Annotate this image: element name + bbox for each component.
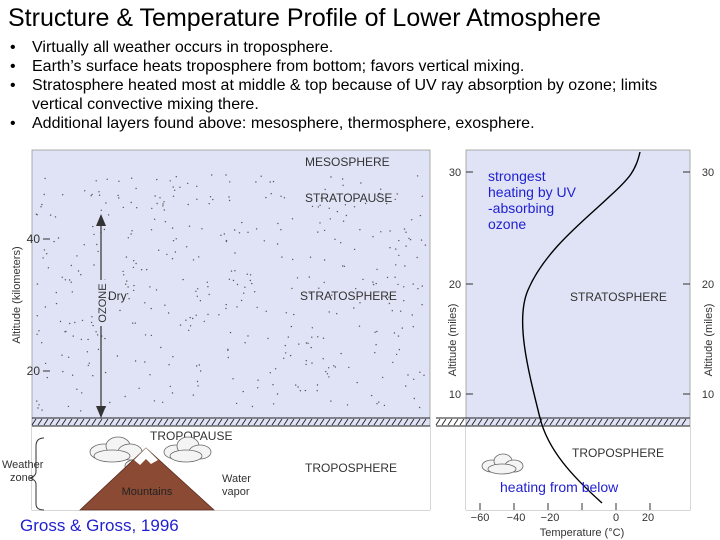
- annotation-heating-below: heating from below: [500, 479, 619, 495]
- water-vapor-label: vapor: [222, 486, 250, 498]
- weather-zone-label: Weather: [2, 459, 44, 471]
- cloud-icon: [163, 436, 212, 463]
- mountain-icon: [78, 447, 216, 511]
- tropopause-hatch-marks: [31, 418, 427, 426]
- bullet-dot-icon: •: [10, 77, 16, 94]
- ozone-label-bg: [94, 280, 108, 326]
- bullet-list: • Virtually all weather occurs in troposp…: [8, 38, 708, 133]
- ozone-arrow-down-icon: [96, 406, 106, 418]
- stratosphere-dots: [35, 174, 427, 412]
- dry-label: Dry: [108, 289, 127, 303]
- right-axis-tick: 20: [702, 279, 714, 291]
- right-axis-tick: 30: [449, 167, 461, 179]
- x-axis-tick: −40: [507, 512, 526, 524]
- left-axis-label: Altitude (kilometers): [11, 246, 23, 343]
- weather-zone-label: zone: [10, 472, 34, 484]
- right-axis-tick: 30: [702, 167, 714, 179]
- mountains-label: Mountains: [122, 486, 173, 498]
- cloud-icon: [89, 436, 143, 463]
- weather-zone-bracket: [28, 437, 45, 511]
- bullet-item: • Virtually all weather occurs in troposp…: [10, 39, 334, 56]
- bullet-item: • Additional layers found above: mesosphe…: [10, 115, 535, 132]
- right-tropopause-hatch-marks: [435, 418, 687, 426]
- layer-troposphere: TROPOSPHERE: [305, 461, 397, 475]
- slide-title: Structure & Temperature Profile of Lower…: [8, 4, 601, 32]
- x-axis-tick: −60: [471, 512, 490, 524]
- water-vapor-label: Water: [222, 473, 251, 485]
- right-axis-ticks: [466, 171, 690, 510]
- source-credit: Gross & Gross, 1996: [20, 516, 179, 535]
- layer-mesosphere: MESOSPHERE: [305, 155, 390, 169]
- x-axis-tick: 0: [613, 512, 619, 524]
- layer-stratopause: STRATOPAUSE: [305, 191, 392, 205]
- ozone-label: OZONE: [97, 283, 109, 322]
- temperature-profile-curve: [521, 151, 641, 504]
- left-axis-tick: 40: [27, 232, 41, 246]
- right-axis-tick: 10: [702, 389, 714, 401]
- tropopause-hatch: [32, 417, 430, 427]
- annotation-strongest-heating: strongest heating by UV -absorbing ozone: [488, 168, 576, 232]
- right-y-label-right: Altitude (miles): [703, 304, 715, 377]
- right-axis-tick: 10: [449, 389, 461, 401]
- right-y-label-left: Altitude (miles): [447, 304, 459, 377]
- right-tropopause-hatch: [436, 417, 690, 427]
- layer-tropopause: TROPOPAUSE: [150, 429, 232, 443]
- ozone-arrow-up-icon: [96, 214, 106, 226]
- layer-stratosphere: STRATOSPHERE: [300, 289, 397, 303]
- bullet-dot-icon: •: [10, 58, 16, 75]
- bullet-item: • Stratosphere heated most at middle & to…: [10, 77, 658, 113]
- bullet-item: • Earth’s surface heats troposphere from …: [10, 58, 525, 75]
- x-axis-tick: 20: [642, 512, 654, 524]
- right-layer-stratosphere: STRATOSPHERE: [570, 290, 667, 304]
- bullet-dot-icon: •: [10, 115, 16, 132]
- cloud-icon: [481, 453, 524, 475]
- x-axis-label: Temperature (°C): [540, 527, 624, 539]
- snowcap-icon: [134, 448, 158, 465]
- right-axis-tick: 20: [449, 279, 461, 291]
- x-axis-tick: −20: [541, 512, 560, 524]
- bullet-dot-icon: •: [10, 39, 16, 56]
- left-axis-tick: 20: [27, 364, 41, 378]
- right-layer-troposphere: TROPOSPHERE: [572, 446, 664, 460]
